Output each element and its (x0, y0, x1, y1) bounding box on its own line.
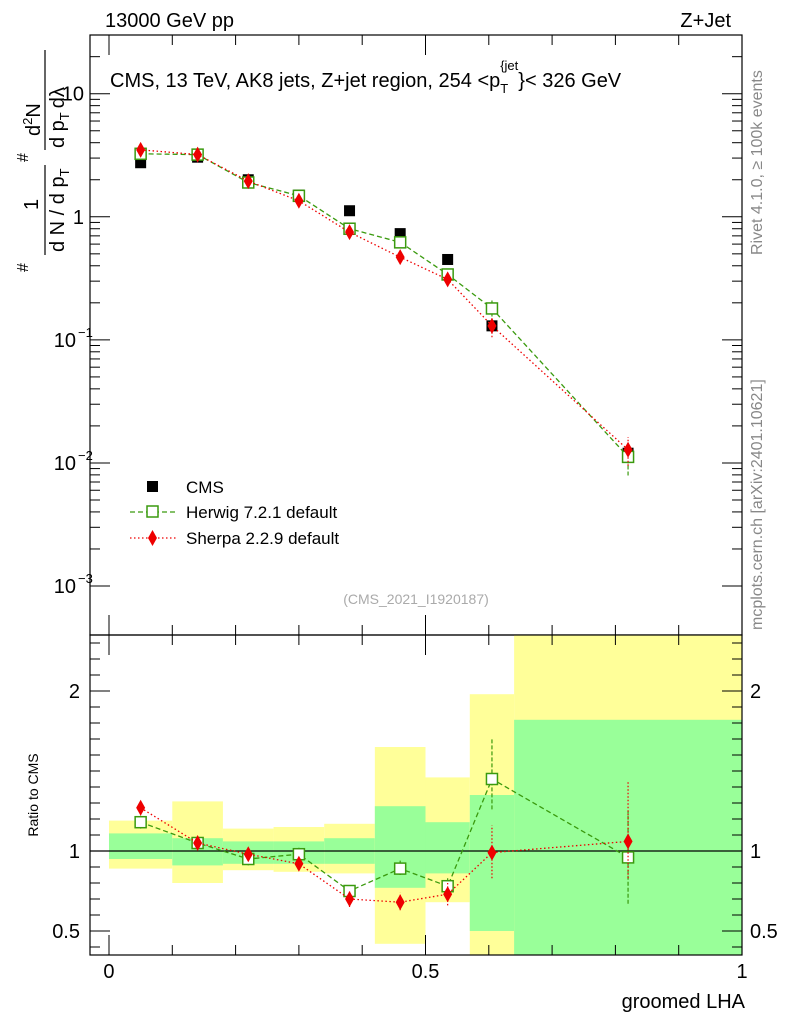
main-sherpa-line (140, 149, 629, 451)
ylabel-one: 1 (21, 199, 43, 210)
ylabel-t2: T (57, 112, 72, 120)
ylabel-dlambda: dλ (47, 87, 69, 108)
sherpa-point-ratio-8 (623, 833, 633, 850)
title-main: CMS, 13 TeV, AK8 jets, Z+jet region, 254… (110, 70, 500, 92)
sherpa-point-ratio-2 (243, 846, 253, 863)
herwig-point-ratio-5 (393, 862, 407, 875)
herwig-point-ratio-0 (134, 815, 147, 829)
ylabel-N: N (23, 103, 45, 117)
sherpa-point-ratio-0 (136, 799, 146, 816)
y-tick-label-3: 1 (73, 207, 84, 229)
legend-marker-cms (147, 481, 158, 492)
sherpa-point-main-7 (487, 317, 497, 334)
uncertainty-band-inner-5 (374, 806, 426, 888)
title-sup: {jet (500, 58, 518, 73)
y-tick-exponent-0: −3 (78, 571, 93, 586)
y-tick-exponent-2: −1 (78, 325, 93, 340)
sherpa-point-ratio-3 (294, 855, 304, 872)
ylabel-dndp: d N / d p (47, 176, 69, 252)
sherpa-point-main-1 (193, 146, 203, 163)
x-tick-label-0: 0 (103, 961, 114, 983)
title-tail: < 326 GeV (525, 70, 622, 92)
y-tick-label-2: 10 (54, 330, 76, 352)
legend-marker-herwig (146, 505, 159, 518)
ylabel-numerator: d2N (20, 103, 45, 136)
main-herwig-line (140, 153, 629, 458)
mcplots-label: mcplots.cern.ch [arXiv:2401.10621] (749, 379, 766, 630)
sherpa-point-main-8 (623, 441, 633, 458)
header-process-label: Z+Jet (680, 10, 731, 32)
sherpa-point-ratio-5 (395, 894, 405, 911)
sherpa-point-ratio-6 (443, 886, 453, 903)
rivet-version-label: Rivet 4.1.0, ≥ 100k events (749, 70, 766, 255)
ylabel-denominator: d N / d pT (47, 168, 72, 252)
chart-title: CMS, 13 TeV, AK8 jets, Z+jet region, 254… (110, 58, 622, 96)
sherpa-point-main-4 (345, 224, 355, 241)
ratio-axes: 0.5 0.51 12 20 0.5 1 (52, 635, 778, 983)
ratio-y-tick-label-left-1: 1 (69, 841, 80, 863)
cms-point-main-0 (135, 157, 147, 169)
sherpa-point-ratio-4 (345, 891, 355, 907)
x-axis-label: groomed LHA (622, 991, 746, 1013)
ratio-y-label: Ratio to CMS (25, 753, 41, 836)
legend-label-sherpa: Sherpa 2.2.9 default (186, 529, 339, 548)
sherpa-point-main-2 (243, 173, 253, 190)
header-collision-label: 13000 GeV pp (105, 10, 234, 32)
ylabel-d: d (23, 125, 45, 136)
sherpa-point-main-3 (294, 192, 304, 209)
herwig-point-main-5 (393, 236, 407, 249)
y-tick-exponent-1: −2 (78, 448, 93, 463)
analysis-watermark: (CMS_2021_I1920187) (343, 591, 489, 607)
y-axis-label: # 1 d N / d pT # d2N d pTdλ (15, 50, 72, 272)
y-tick-label-4: 10 (62, 84, 84, 106)
x-tick-label-2: 1 (736, 961, 747, 983)
y-tick-label-1: 10 (54, 453, 76, 475)
sherpa-point-main-5 (395, 249, 405, 266)
ylabel-two: 2 (20, 118, 35, 125)
ylabel-t1: T (57, 168, 72, 176)
x-tick-label-1: 0.5 (412, 961, 440, 983)
ratio-panel: 0.5 0.51 12 20 0.5 1 Ratio to CMS groomed LHA (25, 634, 778, 1013)
cms-point-main-6 (442, 253, 454, 265)
ratio-y-tick-label-right-1: 1 (750, 841, 761, 863)
ratio-y-tick-label-right-2: 2 (750, 681, 761, 703)
ylabel-denominator-right: d pTdλ (47, 87, 72, 148)
legend: CMS Herwig 7.2.1 default Sherpa 2.2.9 de… (130, 478, 339, 548)
cms-point-main-5 (394, 228, 406, 240)
ratio-frame (89, 634, 743, 956)
main-plot-area (134, 141, 635, 476)
sherpa-point-ratio-7 (487, 844, 497, 861)
uncertainty-band-inner-0 (108, 833, 173, 859)
legend-label-herwig: Herwig 7.2.1 default (186, 503, 337, 522)
ylabel-dp: d p (47, 120, 69, 148)
ratio-y-tick-label-right-0: 0.5 (750, 921, 778, 943)
ylabel-hash-right: # (15, 153, 32, 162)
sherpa-point-main-0 (136, 141, 146, 158)
legend-marker-sherpa (148, 530, 157, 546)
uncertainty-band-inner-6 (425, 822, 470, 874)
ratio-plot-area (90, 635, 742, 955)
title-sub: T (500, 81, 508, 96)
ratio-y-tick-label-left-2: 2 (69, 681, 80, 703)
cms-point-main-4 (344, 205, 356, 217)
sherpa-point-ratio-1 (193, 835, 203, 851)
legend-label-cms: CMS (186, 478, 224, 497)
herwig-point-ratio-7 (485, 772, 499, 786)
y-tick-label-0: 10 (54, 576, 76, 598)
title-sup-close: } (518, 70, 525, 92)
ylabel-hash-left: # (15, 263, 32, 272)
ratio-y-tick-label-left-0: 0.5 (52, 921, 80, 943)
sherpa-point-main-6 (443, 271, 453, 288)
herwig-point-main-7 (485, 302, 499, 315)
